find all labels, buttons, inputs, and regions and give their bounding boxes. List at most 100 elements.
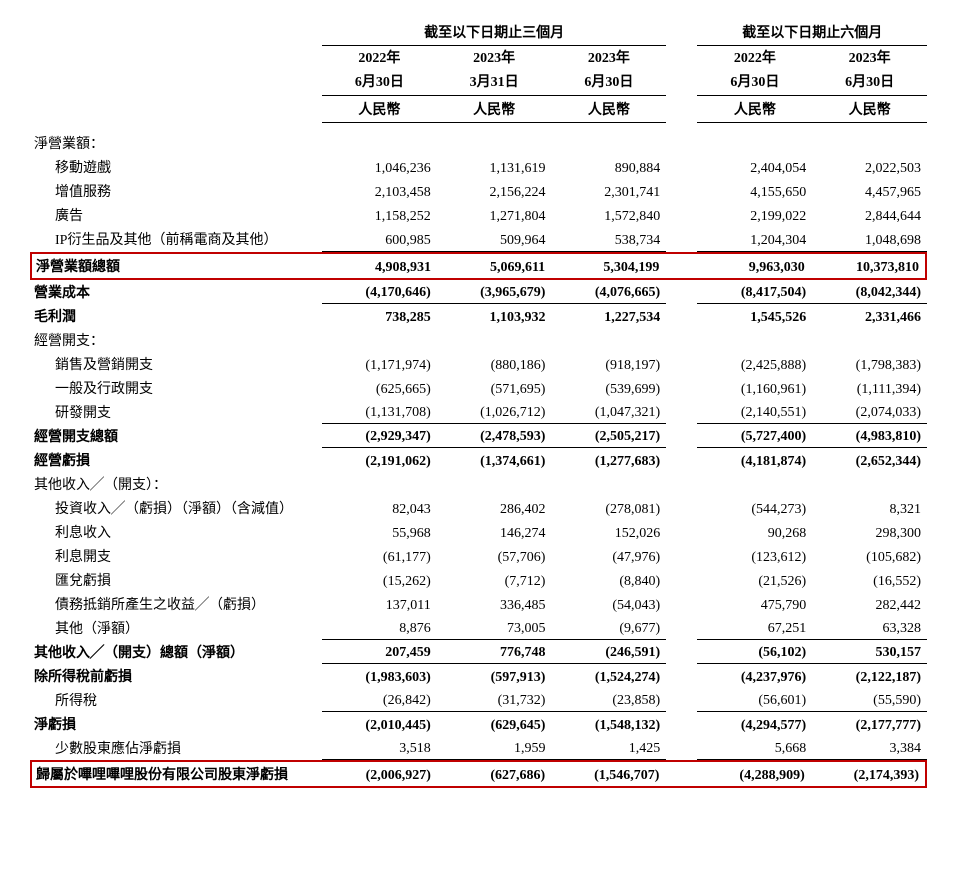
val: (1,983,603) xyxy=(322,664,437,688)
val: (1,546,707) xyxy=(551,762,665,786)
val: 1,959 xyxy=(437,736,552,760)
label: 經營開支總額 xyxy=(30,424,322,448)
val: 1,425 xyxy=(551,736,666,760)
header-date-row: 6月30日 3月31日 6月30日 6月30日 6月30日 xyxy=(30,70,927,96)
val: (2,174,393) xyxy=(811,762,925,786)
val: (571,695) xyxy=(437,376,552,400)
val: 2,022,503 xyxy=(812,155,927,179)
val: (15,262) xyxy=(322,568,437,592)
val: (57,706) xyxy=(437,544,552,568)
val: (4,294,577) xyxy=(697,712,812,736)
row-mobile-games: 移動遊戲 1,046,236 1,131,619 890,884 2,404,0… xyxy=(30,155,927,179)
row-pretax-loss: 除所得稅前虧損 (1,983,603) (597,913) (1,524,274… xyxy=(30,664,927,688)
row-total-op-exp: 經營開支總額 (2,929,347) (2,478,593) (2,505,21… xyxy=(30,424,927,448)
row-r-and-d: 研發開支 (1,131,708) (1,026,712) (1,047,321)… xyxy=(30,400,927,424)
val: (8,042,344) xyxy=(812,280,927,304)
val: 5,304,199 xyxy=(551,254,665,278)
label: 毛利潤 xyxy=(30,304,322,328)
val: 90,268 xyxy=(697,520,812,544)
val: (31,732) xyxy=(437,688,552,712)
val: (1,798,383) xyxy=(812,352,927,376)
row-nci: 少數股東應佔淨虧損 3,518 1,959 1,425 5,668 3,384 xyxy=(30,736,927,760)
val: 286,402 xyxy=(437,496,552,520)
col-year-4: 2023年 xyxy=(812,46,927,71)
val: 282,442 xyxy=(812,592,927,616)
label: 增值服務 xyxy=(30,179,322,203)
header-6month: 截至以下日期止六個月 xyxy=(697,20,927,46)
row-net-loss: 淨虧損 (2,010,445) (629,645) (1,548,132) (4… xyxy=(30,712,927,736)
val: (2,010,445) xyxy=(322,712,437,736)
col-cur-2: 人民幣 xyxy=(551,96,666,123)
val: (2,177,777) xyxy=(812,712,927,736)
val: (23,858) xyxy=(551,688,666,712)
label-net-revenue: 淨營業額： xyxy=(30,131,322,155)
val: 1,048,698 xyxy=(812,227,927,251)
val: 82,043 xyxy=(322,496,437,520)
val: 1,572,840 xyxy=(551,203,666,227)
row-advertising: 廣告 1,158,252 1,271,804 1,572,840 2,199,0… xyxy=(30,203,927,227)
val: (4,288,909) xyxy=(697,762,811,786)
val: 5,069,611 xyxy=(437,254,551,278)
val: 2,199,022 xyxy=(697,203,812,227)
col-date-2: 6月30日 xyxy=(551,70,666,96)
label: 利息收入 xyxy=(30,520,322,544)
val: 4,155,650 xyxy=(697,179,812,203)
label: 除所得稅前虧損 xyxy=(30,664,322,688)
val: 776,748 xyxy=(437,640,552,664)
val: (4,983,810) xyxy=(812,424,927,448)
val: (539,699) xyxy=(551,376,666,400)
col-date-3: 6月30日 xyxy=(697,70,812,96)
val: (123,612) xyxy=(697,544,812,568)
val: (2,929,347) xyxy=(322,424,437,448)
val: 2,103,458 xyxy=(322,179,437,203)
row-sales-mkt: 銷售及營銷開支 (1,171,974) (880,186) (918,197) … xyxy=(30,352,927,376)
col-cur-1: 人民幣 xyxy=(437,96,552,123)
label: 銷售及營銷開支 xyxy=(30,352,322,376)
val: (4,181,874) xyxy=(697,448,812,472)
val: (8,417,504) xyxy=(697,280,812,304)
label: 其他收入╱（開支）總額（淨額） xyxy=(30,640,322,664)
row-int-income: 利息收入 55,968 146,274 152,026 90,268 298,3… xyxy=(30,520,927,544)
row-other-net: 其他（淨額） 8,876 73,005 (9,677) 67,251 63,32… xyxy=(30,616,927,640)
val: (8,840) xyxy=(551,568,666,592)
val: 2,156,224 xyxy=(437,179,552,203)
col-year-0: 2022年 xyxy=(322,46,437,71)
val: (2,652,344) xyxy=(812,448,927,472)
header-group-row: 截至以下日期止三個月 截至以下日期止六個月 xyxy=(30,20,927,46)
val: 2,301,741 xyxy=(551,179,666,203)
label: 少數股東應佔淨虧損 xyxy=(30,736,322,760)
col-year-3: 2022年 xyxy=(697,46,812,71)
val: 137,011 xyxy=(322,592,437,616)
val: 2,844,644 xyxy=(812,203,927,227)
label: 淨虧損 xyxy=(30,712,322,736)
header-3month: 截至以下日期止三個月 xyxy=(322,20,666,46)
val: (55,590) xyxy=(812,688,927,712)
val: (4,170,646) xyxy=(322,280,437,304)
row-ip-other: IP衍生品及其他（前稱電商及其他） 600,985 509,964 538,73… xyxy=(30,227,927,251)
val: (2,505,217) xyxy=(551,424,666,448)
val: 3,384 xyxy=(812,736,927,760)
val: (7,712) xyxy=(437,568,552,592)
val: 3,518 xyxy=(322,736,437,760)
label: 一般及行政開支 xyxy=(30,376,322,400)
label: 移動遊戲 xyxy=(30,155,322,179)
val: (2,425,888) xyxy=(697,352,812,376)
col-date-4: 6月30日 xyxy=(812,70,927,96)
val: 152,026 xyxy=(551,520,666,544)
row-fx-loss: 匯兌虧損 (15,262) (7,712) (8,840) (21,526) (… xyxy=(30,568,927,592)
label: 所得稅 xyxy=(30,688,322,712)
val: 2,331,466 xyxy=(812,304,927,328)
val: (1,131,708) xyxy=(322,400,437,424)
val: (61,177) xyxy=(322,544,437,568)
val: (3,965,679) xyxy=(437,280,552,304)
label: 債務抵銷所產生之收益╱（虧損） xyxy=(30,592,322,616)
val: 1,271,804 xyxy=(437,203,552,227)
val: (1,171,974) xyxy=(322,352,437,376)
row-other-inc-header: 其他收入╱（開支）： xyxy=(30,472,927,496)
val: (1,160,961) xyxy=(697,376,812,400)
label: 淨營業額總額 xyxy=(32,254,323,278)
col-cur-3: 人民幣 xyxy=(697,96,812,123)
val: 55,968 xyxy=(322,520,437,544)
val: (627,686) xyxy=(437,762,551,786)
val: 8,876 xyxy=(322,616,437,640)
